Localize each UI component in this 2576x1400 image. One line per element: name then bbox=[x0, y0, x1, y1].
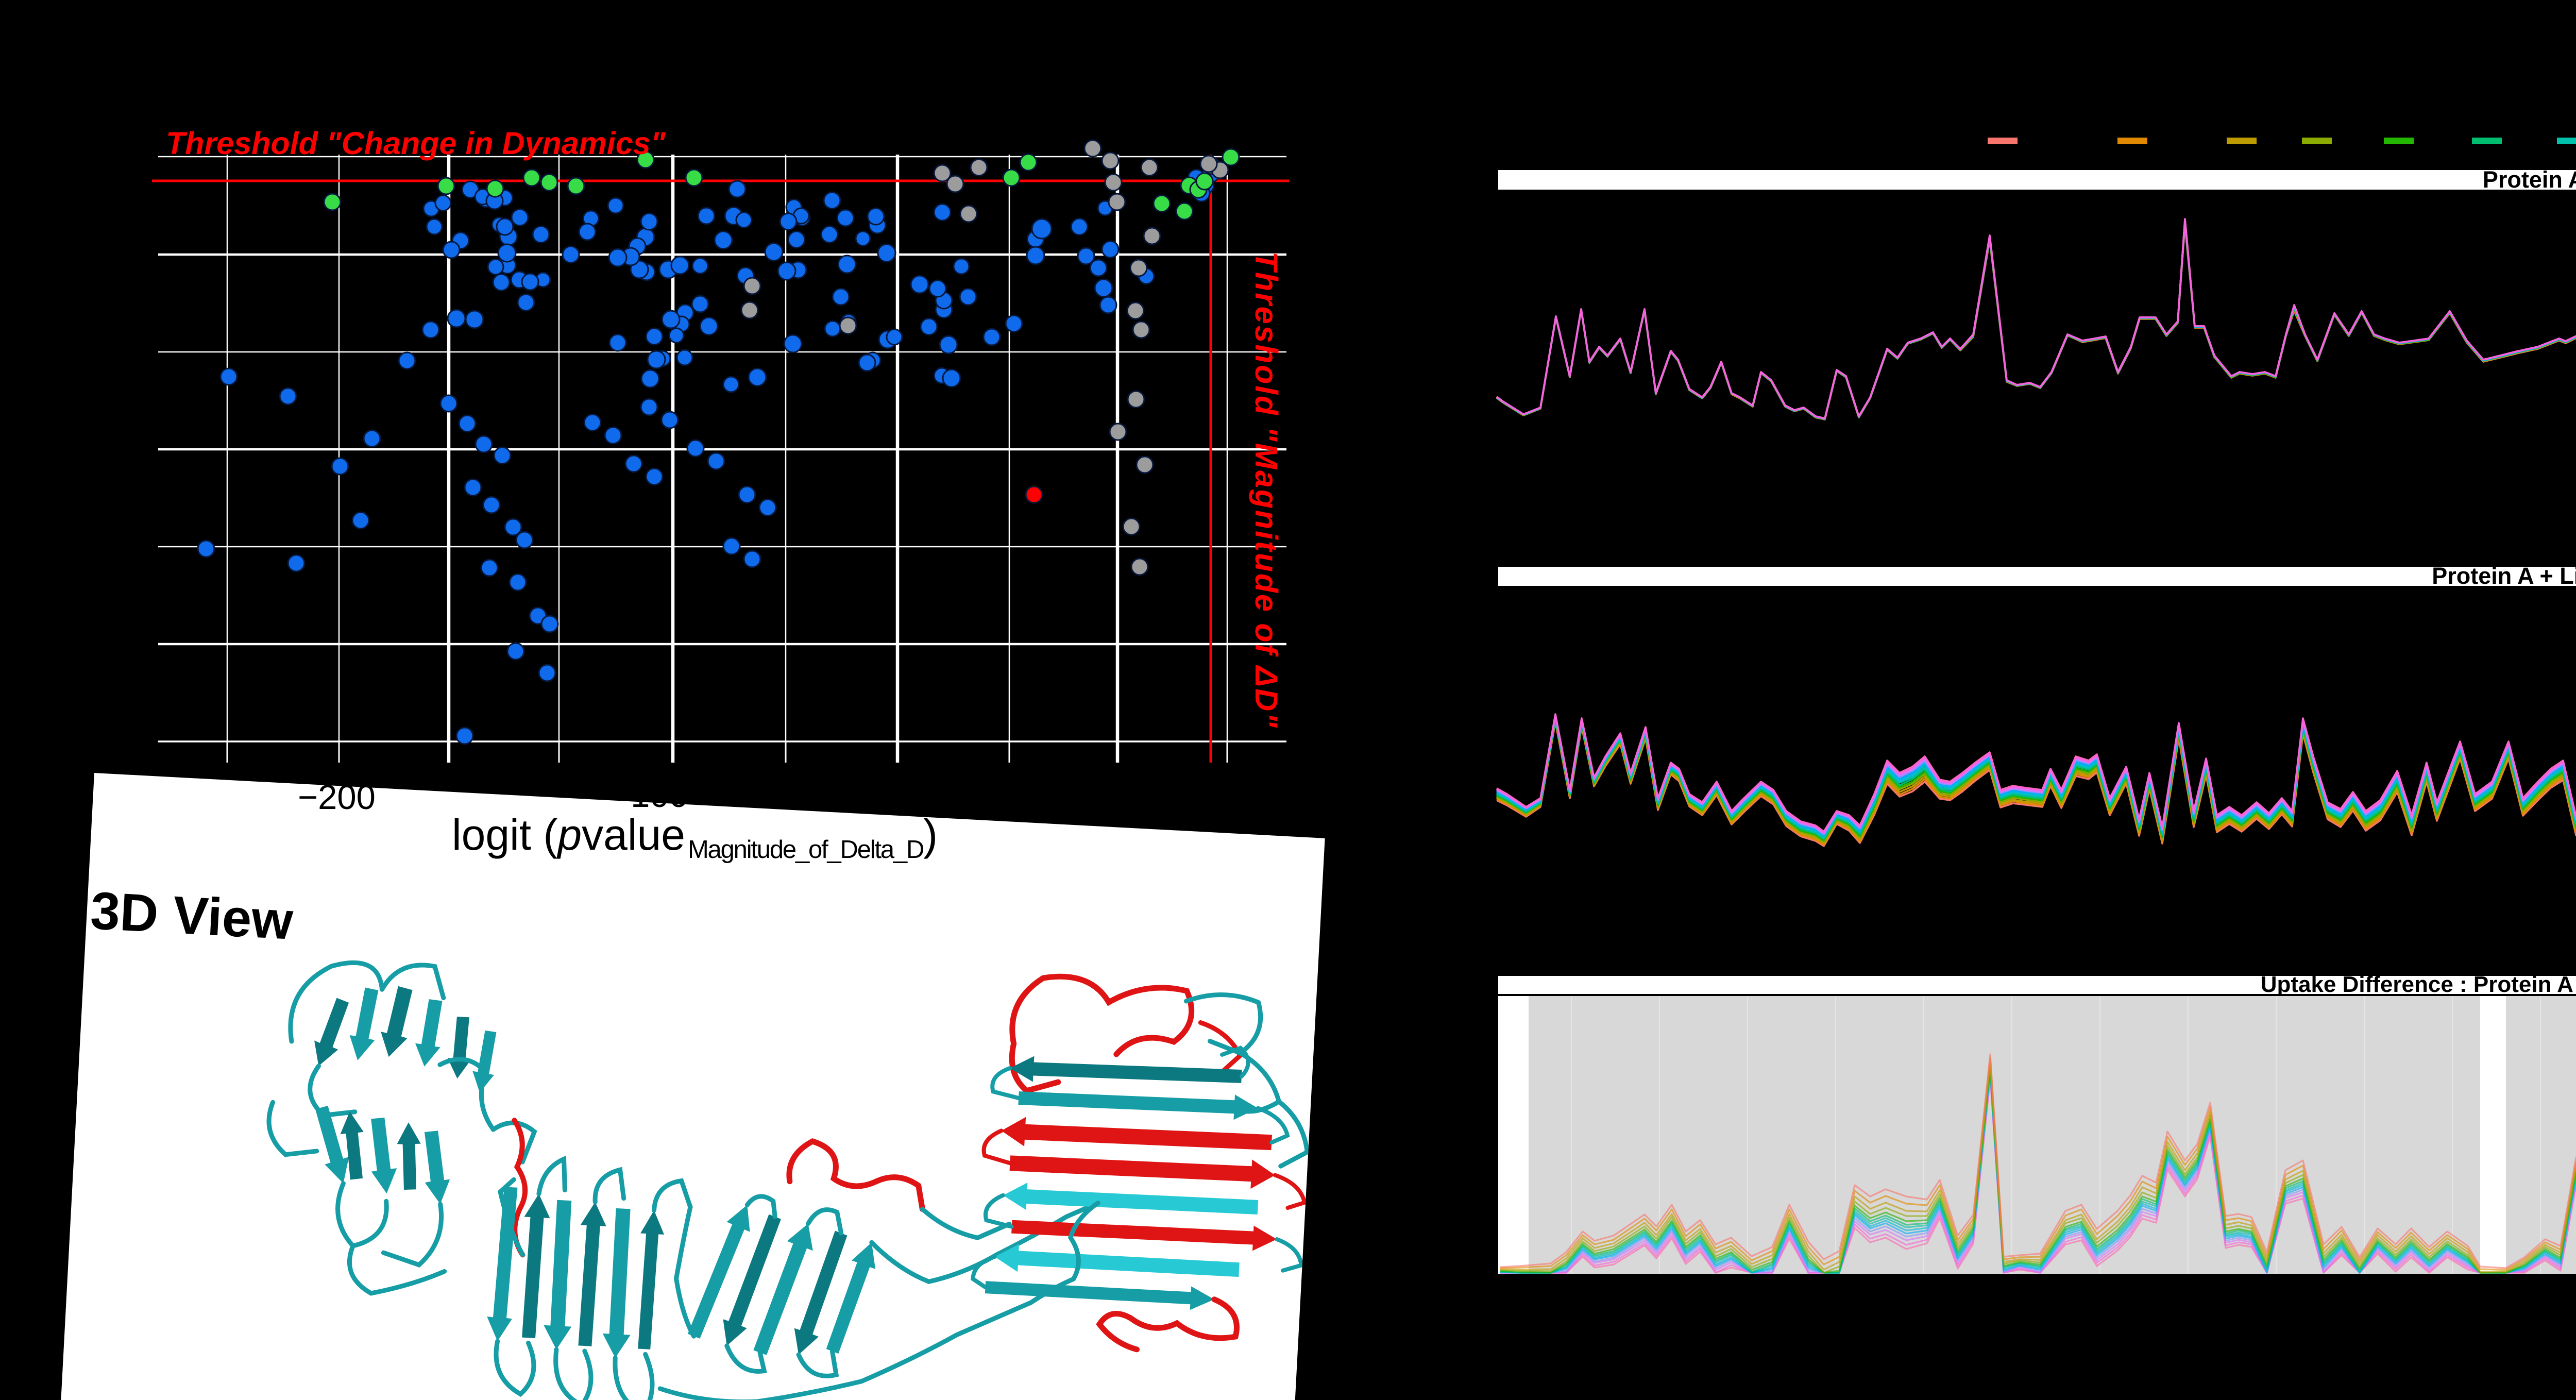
svg-text:Threshold "Magnitude of ΔD": Threshold "Magnitude of ΔD" bbox=[1249, 251, 1284, 729]
svg-text:Threshold "Change in Dynamics": Threshold "Change in Dynamics" bbox=[166, 126, 666, 161]
svg-text:Protein A + Ligand: Protein A + Ligand bbox=[2432, 563, 2576, 589]
svg-text:Protein A: Protein A bbox=[2483, 166, 2576, 193]
svg-text:Uptake Difference : Protein A: Uptake Difference : Protein A - (Protein… bbox=[2261, 972, 2576, 997]
